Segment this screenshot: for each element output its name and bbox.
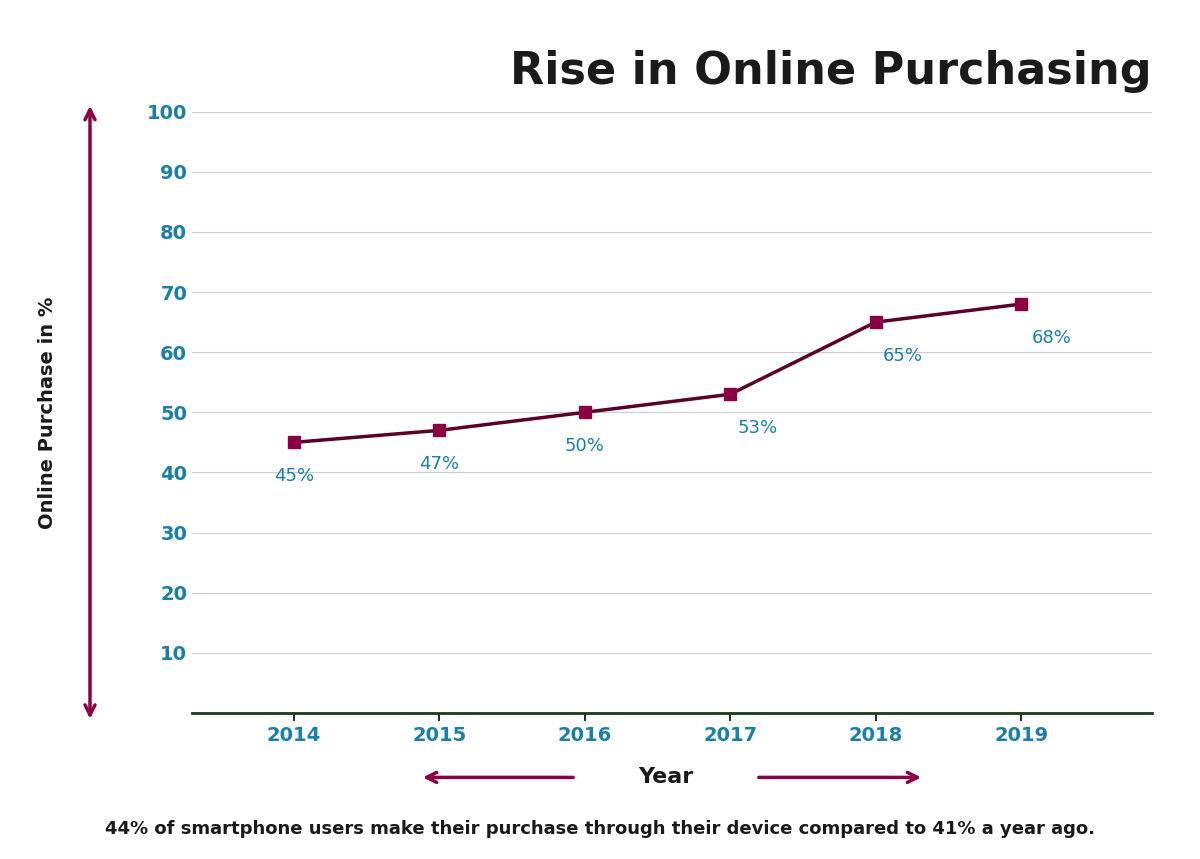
- Text: 45%: 45%: [274, 467, 314, 485]
- Text: 53%: 53%: [737, 419, 778, 437]
- Text: 50%: 50%: [565, 437, 605, 455]
- Text: 47%: 47%: [419, 455, 460, 473]
- Text: Online Purchase in %: Online Purchase in %: [38, 296, 58, 528]
- Text: 44% of smartphone users make their purchase through their device compared to 41%: 44% of smartphone users make their purch…: [106, 819, 1096, 838]
- Text: Year: Year: [638, 767, 694, 788]
- Text: 65%: 65%: [882, 347, 923, 365]
- Text: Rise in Online Purchasing: Rise in Online Purchasing: [510, 50, 1152, 93]
- Text: 68%: 68%: [1032, 329, 1072, 347]
